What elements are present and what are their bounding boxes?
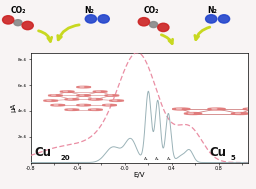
Circle shape [48, 95, 62, 96]
Text: A₂: A₂ [155, 157, 160, 161]
Circle shape [44, 100, 58, 101]
Circle shape [65, 109, 79, 110]
Circle shape [68, 109, 72, 110]
Text: 5: 5 [231, 155, 236, 161]
Text: CO₂: CO₂ [143, 6, 159, 15]
Circle shape [102, 104, 116, 106]
X-axis label: E/V: E/V [134, 172, 145, 178]
Y-axis label: μA: μA [10, 103, 17, 112]
Text: A₃: A₃ [167, 157, 171, 161]
Text: N₂: N₂ [207, 6, 217, 15]
Text: A₁: A₁ [144, 157, 149, 161]
Text: CO₂: CO₂ [10, 6, 26, 15]
Circle shape [51, 104, 65, 106]
Circle shape [63, 91, 68, 92]
Text: Cu: Cu [209, 146, 227, 159]
Circle shape [92, 109, 96, 110]
Circle shape [77, 86, 91, 88]
Circle shape [60, 91, 74, 92]
Circle shape [88, 109, 102, 110]
Circle shape [208, 108, 225, 110]
Text: N₂: N₂ [84, 6, 94, 15]
Circle shape [93, 91, 107, 92]
Circle shape [235, 113, 241, 114]
Circle shape [176, 108, 182, 109]
Circle shape [243, 108, 256, 110]
Circle shape [105, 95, 119, 96]
Text: Cu: Cu [34, 146, 51, 159]
Circle shape [113, 100, 117, 101]
Text: 20: 20 [60, 155, 70, 161]
Circle shape [231, 113, 249, 115]
Circle shape [212, 108, 217, 109]
Circle shape [173, 108, 190, 110]
Circle shape [88, 99, 102, 100]
Circle shape [65, 99, 79, 100]
Circle shape [77, 95, 91, 96]
Circle shape [47, 100, 51, 101]
Circle shape [110, 100, 124, 101]
Circle shape [77, 104, 91, 106]
Circle shape [247, 108, 252, 109]
Circle shape [96, 91, 100, 92]
Circle shape [184, 113, 202, 115]
Circle shape [188, 113, 194, 114]
